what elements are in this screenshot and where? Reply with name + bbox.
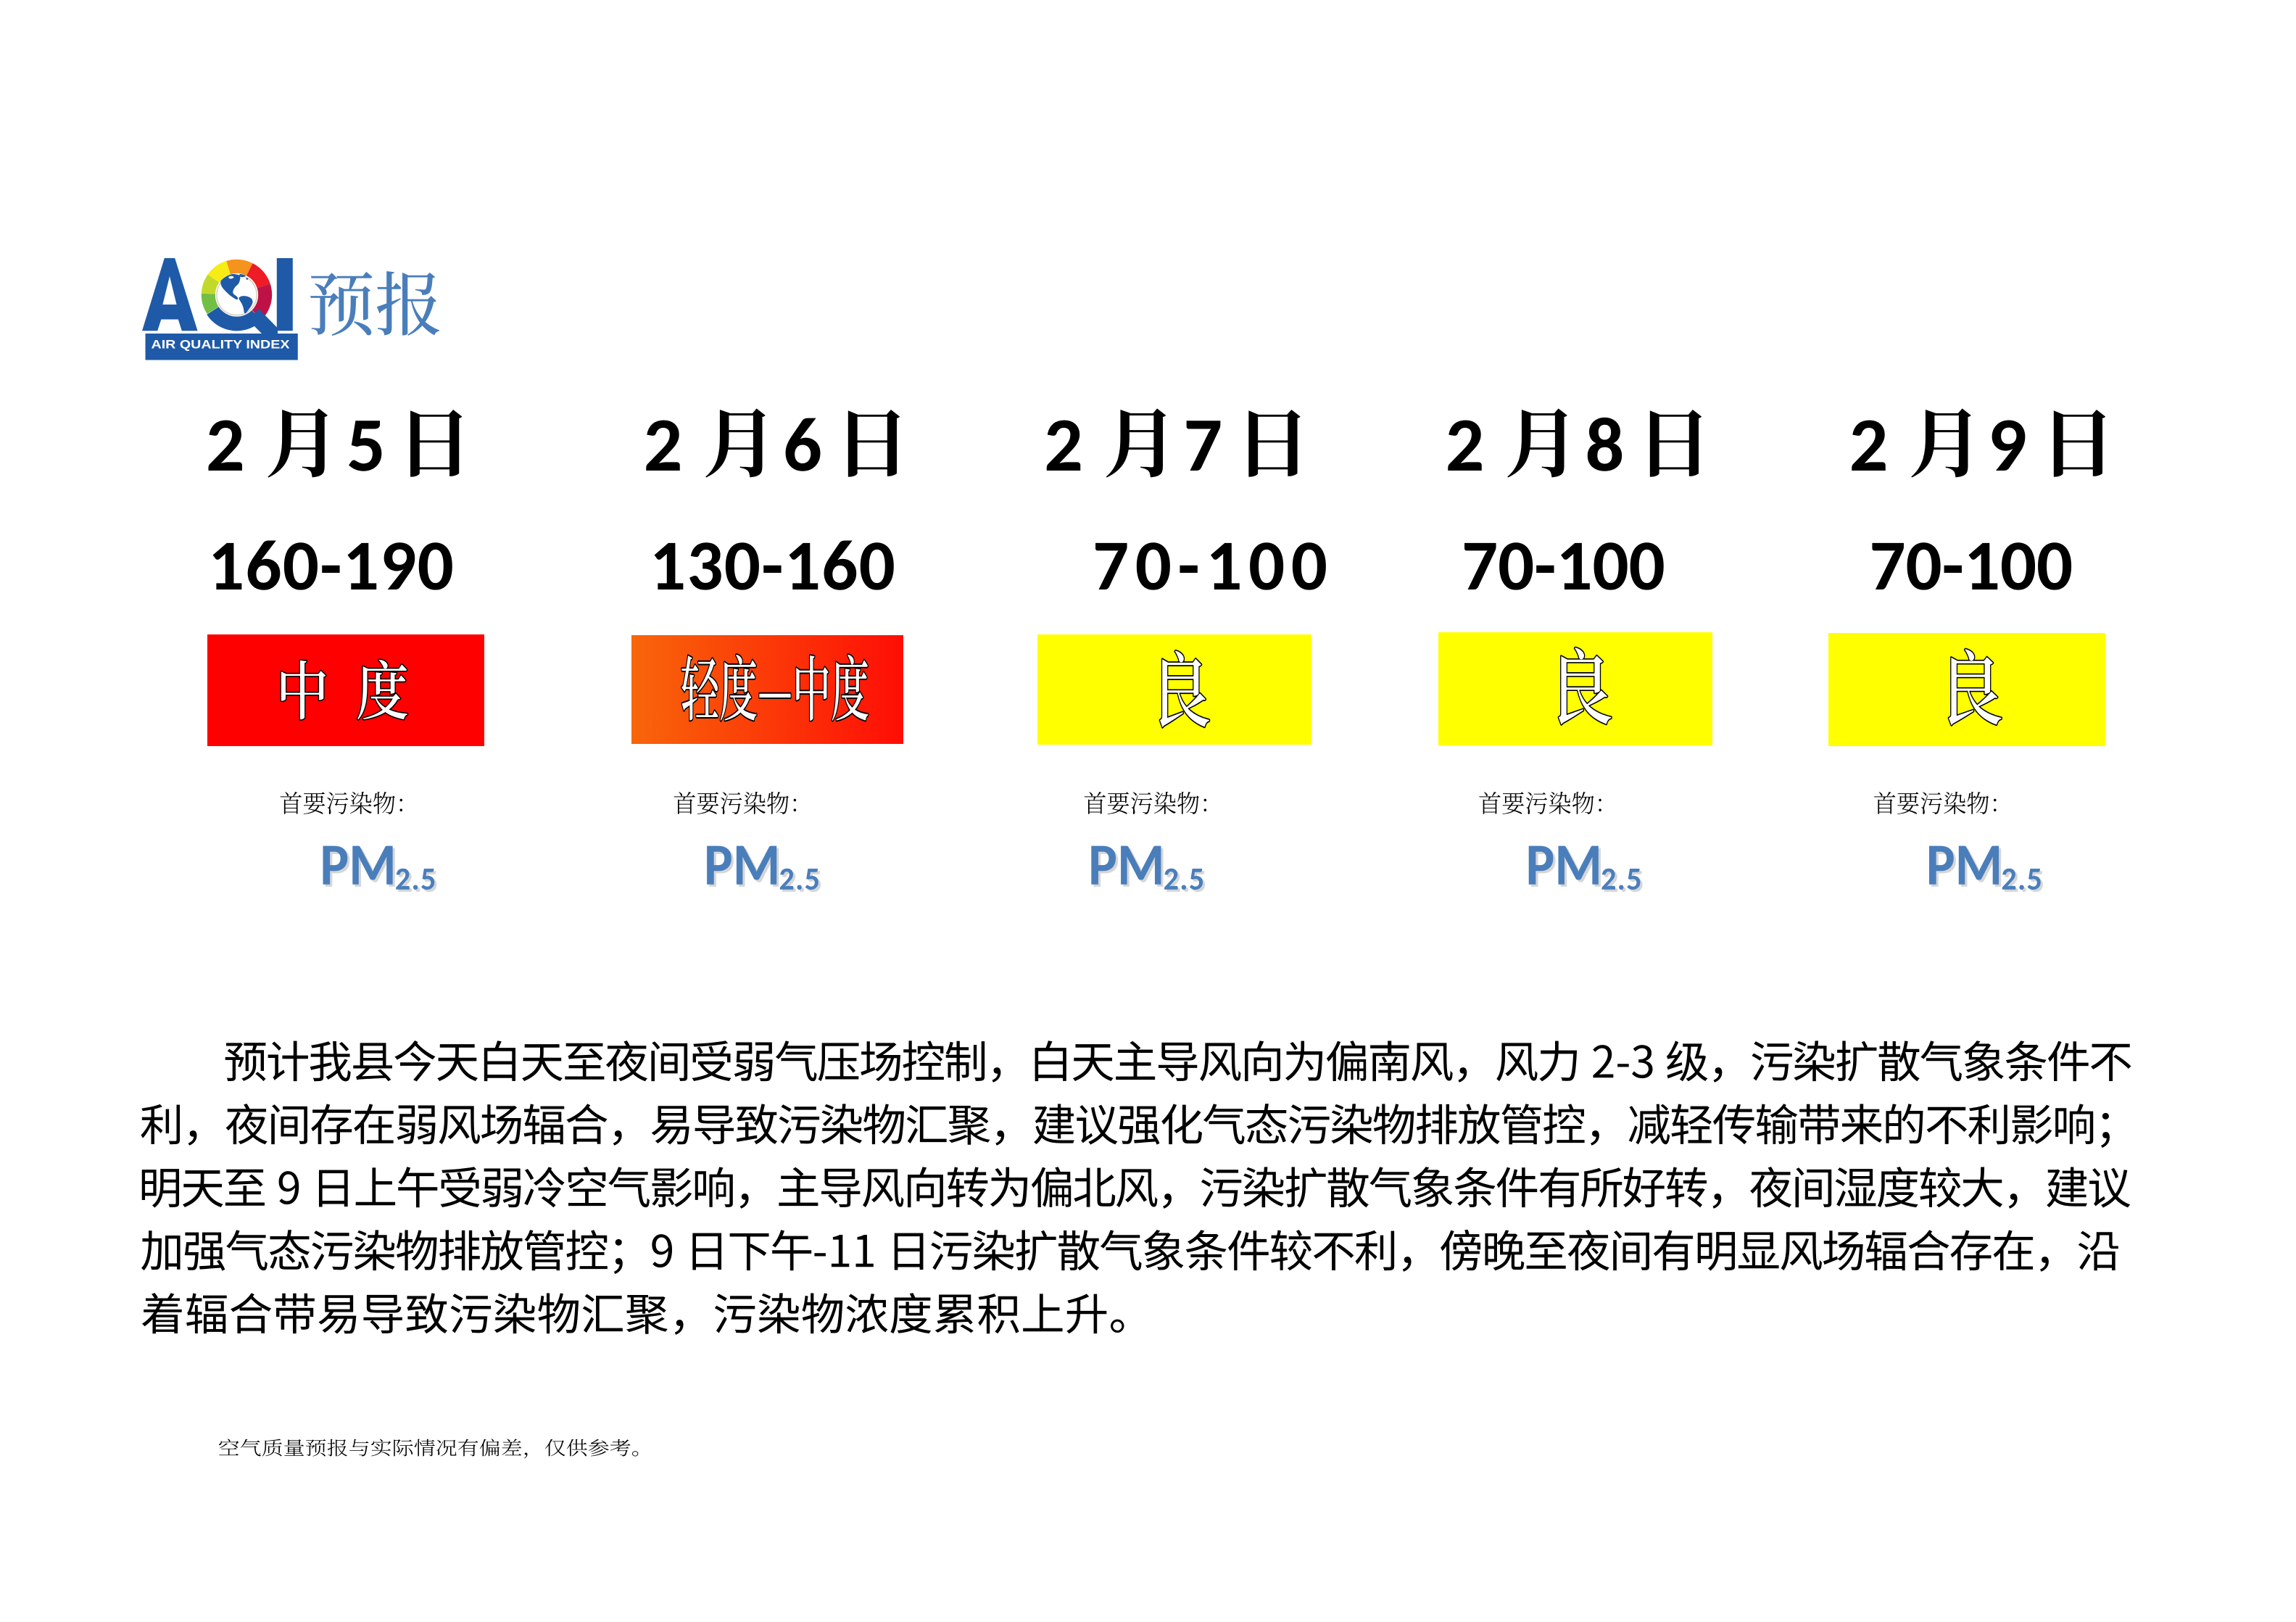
svg-text:AIR QUALITY INDEX: AIR QUALITY INDEX	[152, 339, 290, 352]
